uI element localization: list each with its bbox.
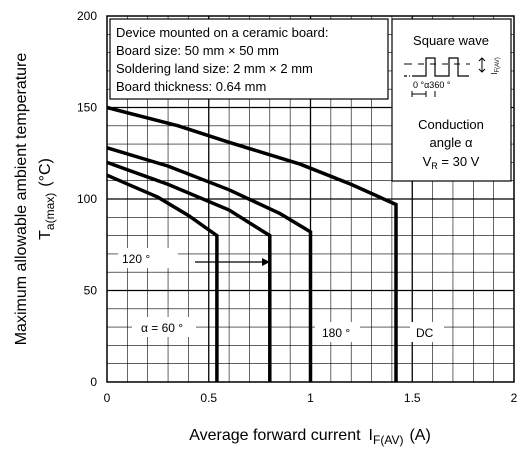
waveform-title: Square wave [413, 33, 489, 48]
x-tick-label: 1 [307, 391, 314, 405]
series-line [106, 173, 219, 382]
waveform-current-label: IF(AV) [490, 57, 501, 74]
x-tick-label: 0 [104, 391, 111, 405]
square-wave-icon [404, 57, 486, 97]
condition-line: Board size: 50 mm × 50 mm [116, 43, 279, 58]
waveform-box: Square wave IF(AV) 0 °α360 ° Conduction … [391, 18, 512, 182]
curve-labels: 120 ° α = 60 ° 180 ° DC [118, 248, 444, 342]
series-line [106, 160, 272, 382]
y-tick-label: 150 [77, 101, 97, 115]
conditions-box: Device mounted on a ceramic board: Board… [109, 18, 389, 100]
reverse-voltage-label: VR = 30 V [423, 154, 480, 171]
y-axis-symbol: Ta(max)(°C) [37, 158, 57, 240]
condition-line: Soldering land size: 2 mm × 2 mm [116, 61, 313, 76]
curve-label-60: α = 60 ° [141, 321, 183, 335]
y-axis-title: Maximum allowable ambient temperature [13, 53, 30, 346]
x-axis-title: Average forward current IF(AV) (A) [189, 427, 431, 447]
plot-curves [106, 105, 398, 382]
axis-ticks: 0 0.5 1 1.5 2 0 50 100 150 200 [77, 9, 518, 405]
x-tick-label: 1.5 [404, 391, 421, 405]
y-tick-label: 200 [77, 9, 97, 23]
condition-line: Device mounted on a ceramic board: [116, 25, 328, 40]
curve-label-180: 180 ° [322, 326, 350, 340]
waveform-angles: 0 °α360 ° [413, 80, 451, 90]
conduction-angle-label: angle α [430, 135, 473, 150]
curve-label-120: 120 ° [122, 252, 150, 266]
x-tick-label: 2 [511, 391, 518, 405]
conduction-label: Conduction [418, 117, 484, 132]
x-tick-label: 0.5 [200, 391, 217, 405]
plot-frame [106, 15, 515, 383]
arrow-icon [195, 258, 270, 266]
y-tick-label: 100 [77, 192, 97, 206]
condition-line: Board thickness: 0.64 mm [116, 79, 266, 94]
curve-label-dc: DC [416, 326, 434, 340]
series-line [106, 105, 398, 382]
series-line [106, 146, 313, 382]
y-tick-label: 50 [84, 284, 98, 298]
y-tick-label: 0 [90, 375, 97, 389]
